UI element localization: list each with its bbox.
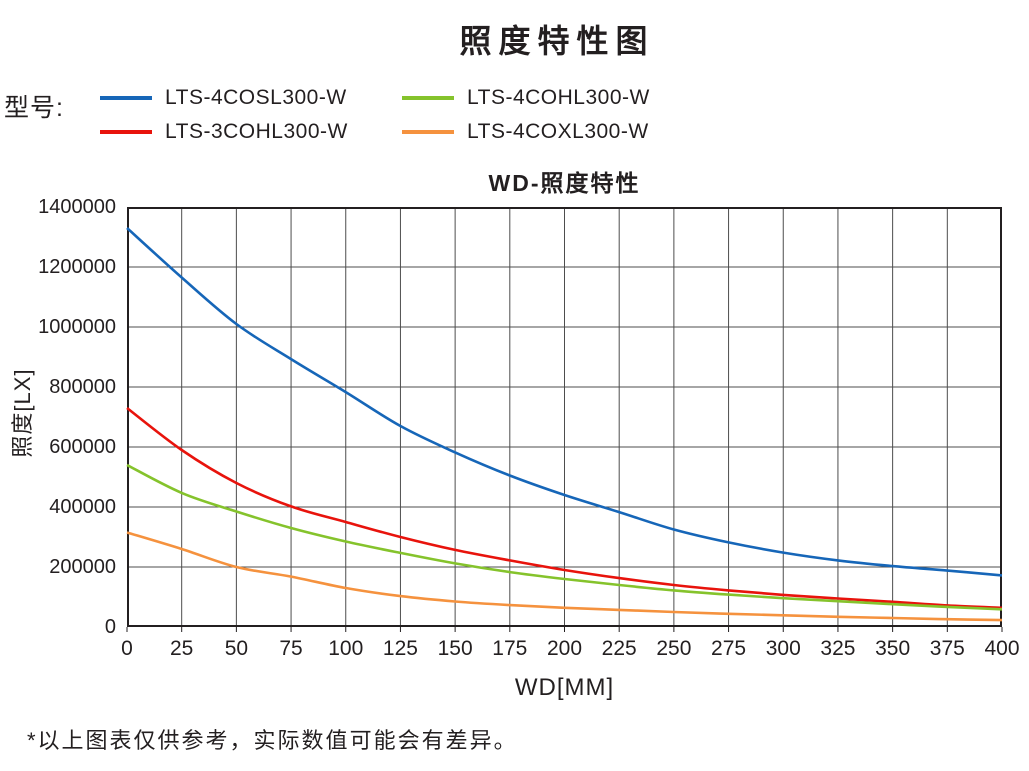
y-axis-tick-labels: 0 200000 400000 600000 800000 1000000 1200000 1…: [0, 196, 116, 638]
y-tick-label: 800000: [49, 376, 116, 398]
page-title: 照度特性图: [459, 23, 655, 59]
legend-item: LTS-4COHL300-W: [402, 85, 650, 111]
y-tick-label: 1200000: [38, 256, 116, 278]
x-axis-tick-labels: 0 25 50 75 100 125 150 175 200 225 250 275 300 325 350…: [121, 637, 1019, 663]
x-tick-label: 75: [279, 637, 303, 660]
x-tick-label: 400: [984, 637, 1020, 660]
legend-item: LTS-4COSL300-W: [100, 85, 347, 111]
series-line-LTS-4COSL300-W: [126, 227, 1003, 577]
x-tick-label: 125: [382, 637, 418, 660]
legend-item-label: LTS-4COHL300-W: [467, 86, 650, 109]
legend-item-label: LTS-4COXL300-W: [467, 120, 649, 143]
legend-item-label: LTS-3COHL300-W: [165, 120, 348, 143]
series-line-LTS-4COXL300-W: [126, 531, 1003, 622]
legend-line-swatch: [100, 130, 152, 134]
x-tick-label: 100: [328, 637, 364, 660]
y-tick-label: 1000000: [38, 316, 116, 338]
legend-item: LTS-4COXL300-W: [402, 119, 649, 145]
x-tick-label: 350: [875, 637, 911, 660]
x-tick-label: 225: [601, 637, 637, 660]
series-line-LTS-4COHL300-W: [126, 463, 1003, 611]
footnote: *以上图表仅供参考，实际数值可能会有差异。: [27, 728, 518, 753]
y-tick-label: 400000: [49, 496, 116, 518]
y-tick-label: 600000: [49, 436, 116, 458]
legend-model-label: 型号:: [4, 94, 64, 122]
x-tick-label: 300: [765, 637, 801, 660]
legend-item: LTS-3COHL300-W: [100, 119, 348, 145]
x-tick-label: 0: [121, 637, 133, 660]
x-axis-title: WD[MM]: [514, 674, 615, 701]
x-tick-label: 25: [170, 637, 194, 660]
x-tick-label: 375: [929, 637, 965, 660]
x-tick-label: 250: [656, 637, 692, 660]
x-tick-label: 175: [492, 637, 528, 660]
x-tick-label: 200: [546, 637, 583, 660]
x-tick-label: 275: [711, 637, 747, 660]
y-tick-label: 0: [104, 616, 116, 638]
x-tick-label: 150: [437, 637, 473, 660]
legend-item-label: LTS-4COSL300-W: [165, 86, 347, 109]
y-tick-label: 200000: [49, 556, 116, 578]
x-tick-label: 325: [820, 637, 856, 660]
plot-canvas: [126, 207, 1003, 632]
legend-line-swatch: [100, 96, 152, 100]
legend-line-swatch: [402, 130, 454, 134]
plot-area: [126, 207, 1003, 632]
chart-title: WD-照度特性: [488, 170, 641, 196]
series-line-LTS-3COHL300-W: [126, 406, 1003, 610]
x-tick-label: 50: [224, 637, 249, 660]
plot-frame: [127, 207, 1002, 627]
y-tick-label: 1400000: [38, 196, 116, 218]
legend-line-swatch: [402, 96, 454, 100]
